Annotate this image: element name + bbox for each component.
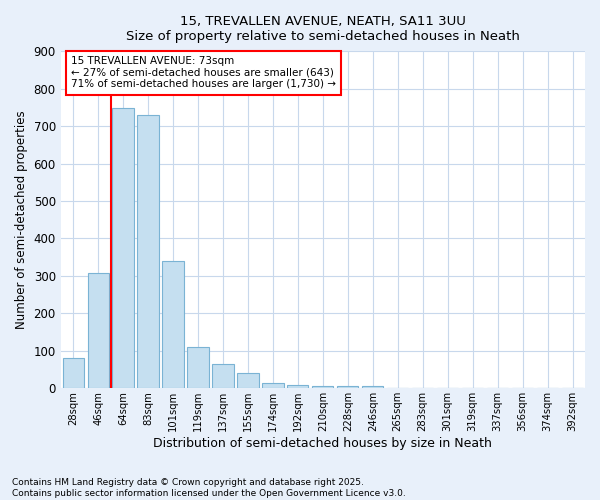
X-axis label: Distribution of semi-detached houses by size in Neath: Distribution of semi-detached houses by … [154, 437, 492, 450]
Text: 15 TREVALLEN AVENUE: 73sqm
← 27% of semi-detached houses are smaller (643)
71% o: 15 TREVALLEN AVENUE: 73sqm ← 27% of semi… [71, 56, 336, 90]
Title: 15, TREVALLEN AVENUE, NEATH, SA11 3UU
Size of property relative to semi-detached: 15, TREVALLEN AVENUE, NEATH, SA11 3UU Si… [126, 15, 520, 43]
Bar [362, 386, 383, 388]
Bar [212, 364, 233, 388]
Bar [112, 108, 134, 388]
Text: Contains HM Land Registry data © Crown copyright and database right 2025.
Contai: Contains HM Land Registry data © Crown c… [12, 478, 406, 498]
Bar [88, 273, 109, 388]
Bar [137, 115, 158, 388]
Bar [163, 261, 184, 388]
Y-axis label: Number of semi-detached properties: Number of semi-detached properties [15, 110, 28, 329]
Bar [62, 358, 84, 388]
Bar [262, 383, 284, 388]
Bar [337, 386, 358, 388]
Bar [312, 386, 334, 388]
Bar [187, 347, 209, 389]
Bar [238, 374, 259, 388]
Bar [287, 384, 308, 388]
